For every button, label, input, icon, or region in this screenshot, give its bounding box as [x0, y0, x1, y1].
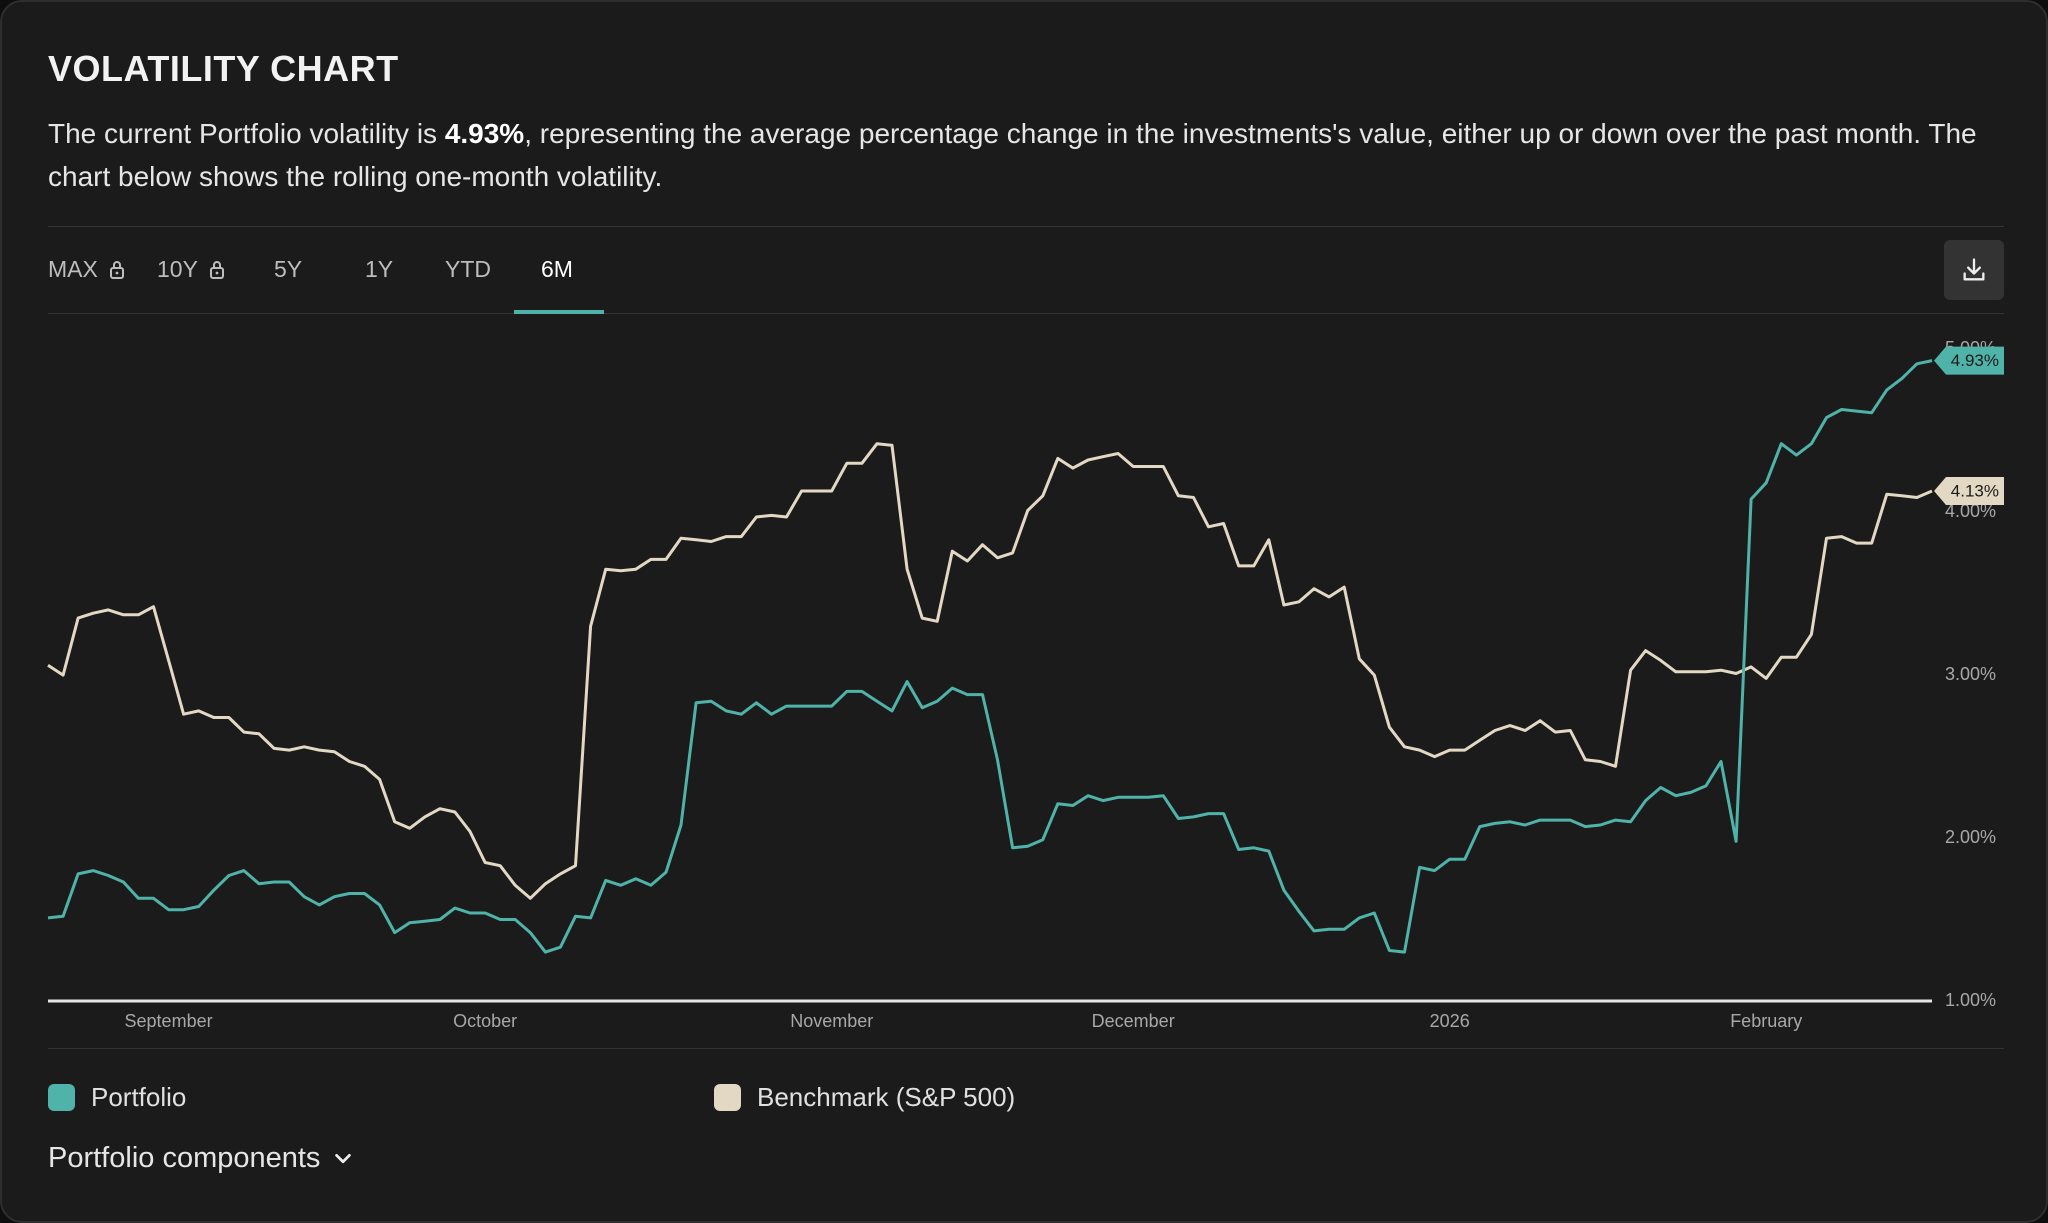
description-text: The current Portfolio volatility is — [48, 118, 445, 149]
legend-swatch — [714, 1084, 741, 1111]
tab-label: YTD — [445, 256, 491, 282]
tag-shape — [1934, 476, 2004, 505]
tag-label: 4.93% — [1951, 351, 1999, 370]
divider — [48, 313, 2004, 314]
y-tick-label: 2.00% — [1945, 827, 1996, 847]
series-line — [47, 442, 1933, 900]
x-tick-label: October — [453, 1011, 517, 1031]
range-tab[interactable]: 6M — [541, 256, 573, 283]
legend-entry[interactable]: Portfolio — [48, 1082, 186, 1113]
current-value-tag: 4.13% — [1934, 476, 2004, 505]
description-text: , representing the average percentage ch… — [48, 118, 1977, 192]
chevron-icon — [335, 1153, 352, 1163]
y-tick-label: 1.00% — [1945, 990, 1996, 1010]
lock-icon — [209, 260, 224, 279]
current-value-tag: 4.93% — [1934, 346, 2004, 375]
range-tab[interactable]: YTD — [445, 256, 491, 283]
lock-icon — [109, 260, 124, 279]
legend-swatch — [48, 1084, 75, 1111]
x-tick-label: September — [125, 1011, 213, 1031]
description: The current Portfolio volatility is 4.93… — [48, 112, 1978, 198]
tab-label: 10Y — [157, 256, 198, 282]
x-tick-label: February — [1730, 1011, 1802, 1031]
tag-shape — [1934, 346, 2004, 375]
components-label: Portfolio components — [48, 1142, 321, 1174]
x-tick-label: November — [790, 1011, 873, 1031]
range-tab[interactable]: 10Y — [157, 256, 226, 283]
range-tab[interactable]: 5Y — [274, 256, 302, 283]
legend-label: Benchmark (S&P 500) — [757, 1082, 1016, 1112]
series-line — [47, 359, 1933, 954]
y-tick-label: 3.00% — [1945, 664, 1996, 684]
title: VOLATILITY CHART — [48, 48, 399, 89]
x-tick-label: December — [1092, 1011, 1175, 1031]
divider — [48, 226, 2004, 227]
range-tab[interactable]: MAX — [48, 256, 126, 283]
x-tick-label: 2026 — [1430, 1011, 1470, 1031]
legend-label: Portfolio — [91, 1082, 187, 1112]
description-value: 4.93% — [444, 118, 525, 149]
tab-label: 6M — [541, 256, 573, 282]
portfolio-components-toggle[interactable]: Portfolio components — [48, 1142, 354, 1175]
tab-label: MAX — [48, 256, 98, 282]
download-button[interactable] — [1944, 240, 2004, 300]
range-tab[interactable]: 1Y — [365, 256, 393, 283]
divider — [48, 1048, 2004, 1049]
download-icon — [1963, 258, 1985, 281]
tab-label: 1Y — [365, 256, 394, 282]
active-tab-indicator — [514, 310, 604, 314]
tab-label: 5Y — [274, 256, 303, 282]
legend-entry[interactable]: Benchmark (S&P 500) — [714, 1082, 1015, 1113]
y-tick-label: 4.00% — [1945, 501, 1996, 521]
tag-label: 4.13% — [1951, 481, 1999, 500]
